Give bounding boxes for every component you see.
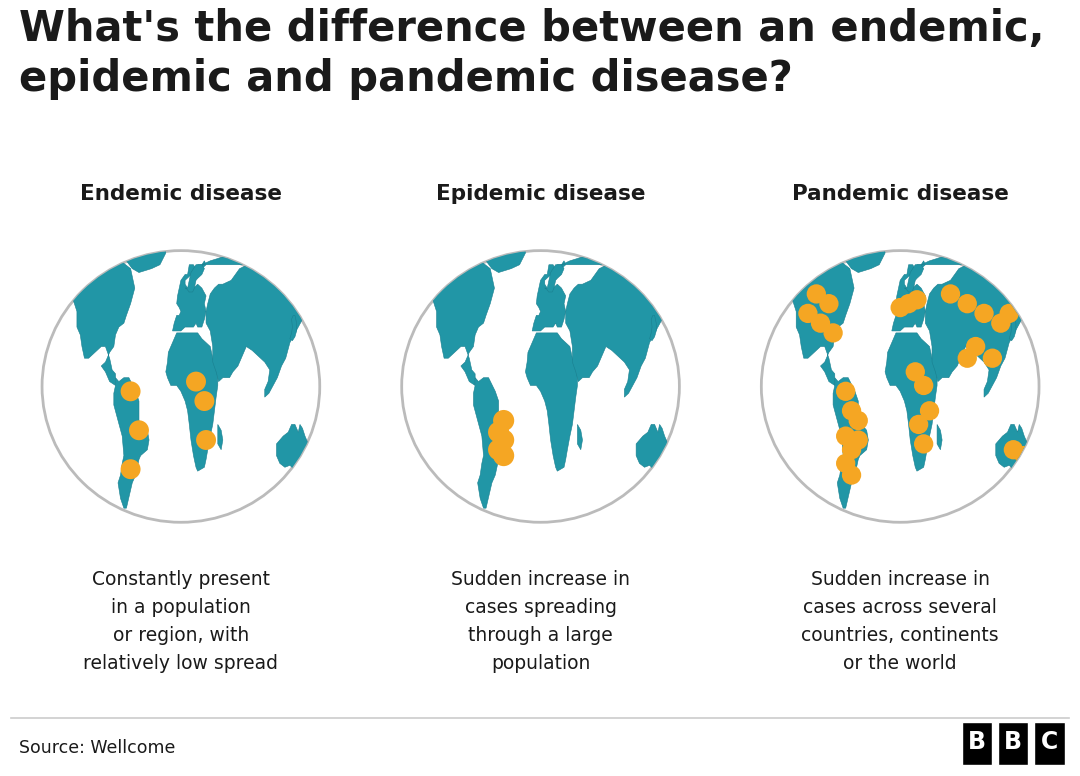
Text: Sudden increase in
cases spreading
through a large
population: Sudden increase in cases spreading throu… xyxy=(451,570,630,673)
Polygon shape xyxy=(904,265,923,292)
Circle shape xyxy=(836,427,855,445)
Polygon shape xyxy=(921,257,1035,397)
Polygon shape xyxy=(400,253,495,386)
Circle shape xyxy=(907,290,927,310)
Text: C: C xyxy=(1041,730,1058,754)
Polygon shape xyxy=(886,333,937,471)
Polygon shape xyxy=(124,237,166,272)
FancyBboxPatch shape xyxy=(962,722,993,764)
Polygon shape xyxy=(937,424,942,450)
Polygon shape xyxy=(833,378,868,508)
Polygon shape xyxy=(526,333,578,471)
Circle shape xyxy=(891,298,909,317)
FancyBboxPatch shape xyxy=(998,722,1028,764)
Polygon shape xyxy=(532,261,566,331)
Text: What's the difference between an endemic,
epidemic and pandemic disease?: What's the difference between an endemic… xyxy=(19,8,1045,100)
Circle shape xyxy=(999,303,1018,323)
Circle shape xyxy=(958,348,977,368)
Polygon shape xyxy=(473,378,509,508)
Text: B: B xyxy=(968,730,986,754)
Polygon shape xyxy=(202,257,315,397)
Circle shape xyxy=(194,391,214,411)
Circle shape xyxy=(807,284,826,303)
Circle shape xyxy=(798,303,818,323)
Polygon shape xyxy=(218,424,222,450)
FancyBboxPatch shape xyxy=(1035,722,1065,764)
Polygon shape xyxy=(173,261,206,331)
Text: B: B xyxy=(1004,730,1022,754)
Polygon shape xyxy=(544,265,564,292)
Polygon shape xyxy=(578,424,582,450)
Circle shape xyxy=(849,411,868,430)
Circle shape xyxy=(488,421,509,443)
Text: Endemic disease: Endemic disease xyxy=(80,184,282,204)
Circle shape xyxy=(849,431,868,449)
Polygon shape xyxy=(484,237,526,272)
Circle shape xyxy=(909,414,929,434)
Circle shape xyxy=(197,430,216,450)
Text: Source: Wellcome: Source: Wellcome xyxy=(19,740,176,757)
Circle shape xyxy=(494,429,514,451)
Circle shape xyxy=(129,421,149,440)
Circle shape xyxy=(842,440,861,459)
Polygon shape xyxy=(843,237,886,272)
Circle shape xyxy=(842,466,861,485)
Circle shape xyxy=(991,314,1011,333)
Polygon shape xyxy=(40,253,135,386)
Polygon shape xyxy=(892,261,926,331)
Polygon shape xyxy=(1009,315,1016,341)
Ellipse shape xyxy=(761,251,1039,522)
Text: Constantly present
in a population
or region, with
relatively low spread: Constantly present in a population or re… xyxy=(83,570,279,673)
Circle shape xyxy=(958,294,977,314)
Text: Pandemic disease: Pandemic disease xyxy=(792,184,1009,204)
Circle shape xyxy=(820,294,838,314)
Circle shape xyxy=(823,324,842,342)
Circle shape xyxy=(811,314,831,333)
Polygon shape xyxy=(113,378,149,508)
Circle shape xyxy=(836,454,855,473)
Circle shape xyxy=(899,294,918,314)
Circle shape xyxy=(974,303,994,323)
Circle shape xyxy=(941,284,960,303)
Polygon shape xyxy=(185,265,204,292)
Circle shape xyxy=(121,459,140,479)
Polygon shape xyxy=(562,257,675,397)
Circle shape xyxy=(488,439,509,460)
Ellipse shape xyxy=(402,251,679,522)
Circle shape xyxy=(906,362,924,382)
Ellipse shape xyxy=(42,251,320,522)
Text: Sudden increase in
cases across several
countries, continents
or the world: Sudden increase in cases across several … xyxy=(801,570,999,673)
Circle shape xyxy=(494,410,514,431)
Circle shape xyxy=(836,382,855,401)
Polygon shape xyxy=(996,424,1029,475)
Circle shape xyxy=(983,348,1002,368)
Circle shape xyxy=(914,435,933,453)
Polygon shape xyxy=(289,315,297,341)
Circle shape xyxy=(121,381,140,401)
Polygon shape xyxy=(276,424,310,475)
Circle shape xyxy=(1014,446,1034,466)
Text: Epidemic disease: Epidemic disease xyxy=(436,184,645,204)
Circle shape xyxy=(494,445,514,466)
Circle shape xyxy=(186,372,206,392)
Polygon shape xyxy=(759,253,854,386)
Circle shape xyxy=(966,337,985,356)
Polygon shape xyxy=(166,333,218,471)
Polygon shape xyxy=(649,315,657,341)
Circle shape xyxy=(920,401,940,421)
Circle shape xyxy=(914,376,933,395)
Polygon shape xyxy=(636,424,670,475)
Circle shape xyxy=(842,401,861,421)
Circle shape xyxy=(1003,440,1023,459)
